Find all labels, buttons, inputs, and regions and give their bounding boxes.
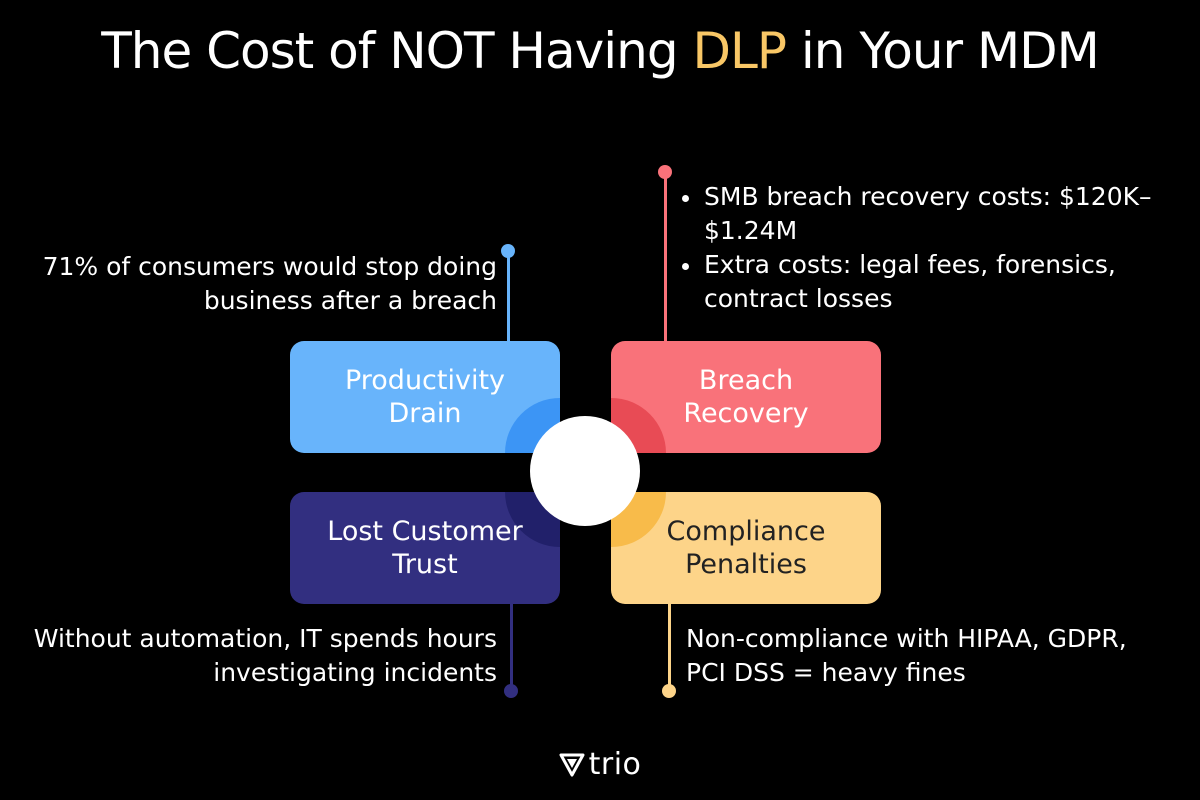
- connector-line-bottom-right: [668, 603, 671, 691]
- note-top-right-bullet: Extra costs: legal fees, forensics, cont…: [680, 248, 1180, 316]
- note-top-right: SMB breach recovery costs: $120K–$1.24M …: [680, 180, 1180, 316]
- compliance-penalties-label: Compliance Penalties: [666, 516, 826, 580]
- breach-recovery-box: Breach Recovery: [611, 341, 881, 453]
- breach-recovery-label: Breach Recovery: [683, 365, 809, 429]
- lost-customer-trust-label: Lost Customer Trust: [327, 516, 523, 580]
- connector-line-top-left: [507, 250, 510, 342]
- compliance-penalties-box: Compliance Penalties: [611, 492, 881, 604]
- lost-customer-trust-box: Lost Customer Trust: [290, 492, 560, 604]
- note-top-right-bullet: SMB breach recovery costs: $120K–$1.24M: [680, 180, 1180, 248]
- connector-dot-top-right: [658, 165, 672, 179]
- connector-dot-bottom-left: [504, 684, 518, 698]
- note-bottom-right: Non-compliance with HIPAA, GDPR, PCI DSS…: [686, 624, 1127, 687]
- productivity-drain-label: Productivity Drain: [344, 365, 506, 429]
- note-top-left: 71% of consumers would stop doing busine…: [42, 252, 497, 315]
- page-title: The Cost of NOT Having DLP in Your MDM: [0, 22, 1200, 80]
- productivity-drain-box: Productivity Drain: [290, 341, 560, 453]
- connector-line-top-right: [664, 172, 667, 342]
- connector-line-bottom-left: [510, 603, 513, 691]
- title-text-before: The Cost of NOT Having: [101, 22, 693, 80]
- trio-logo: trio: [540, 744, 660, 784]
- center-hub-circle: [530, 416, 640, 526]
- trio-shield-icon: [559, 753, 585, 777]
- note-bottom-left: Without automation, IT spends hours inve…: [33, 624, 497, 687]
- connector-dot-top-left: [501, 244, 515, 258]
- logo-text: trio: [588, 746, 642, 782]
- title-text-after: in Your MDM: [786, 22, 1100, 80]
- connector-dot-bottom-right: [662, 684, 676, 698]
- title-highlight: DLP: [692, 22, 787, 80]
